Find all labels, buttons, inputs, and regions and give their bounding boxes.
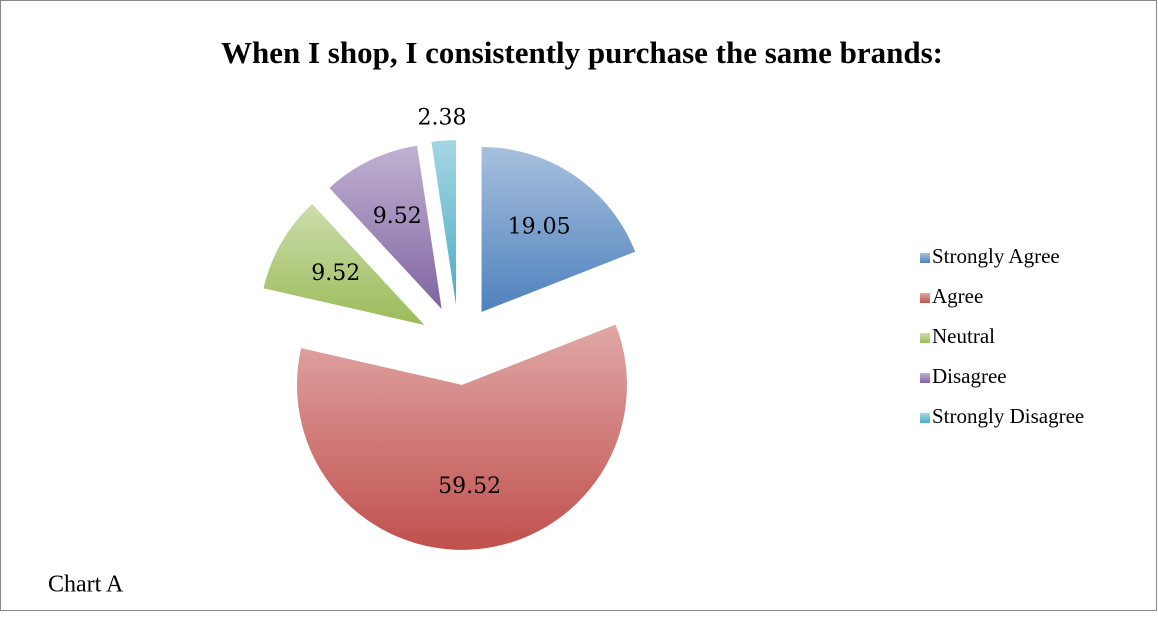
- data-label: 19.05: [508, 214, 571, 239]
- pie-slice: [263, 204, 425, 325]
- legend-label: Disagree: [932, 364, 1007, 388]
- chart-title: When I shop, I consistently purchase the…: [221, 35, 943, 70]
- legend-label: Strongly Agree: [932, 244, 1060, 268]
- data-label: 2.38: [418, 106, 467, 131]
- pie-slice: [296, 324, 627, 550]
- pie-slice: [431, 140, 457, 306]
- legend-label: Agree: [932, 284, 983, 308]
- legend-swatch: [920, 373, 930, 383]
- legend-label: Neutral: [932, 324, 995, 348]
- legend-swatch: [920, 333, 930, 343]
- pie-slice: [329, 145, 442, 309]
- annotation: Chart A: [48, 572, 124, 598]
- legend-swatch: [920, 293, 930, 303]
- pie-slice: [481, 146, 636, 312]
- data-label: 9.52: [373, 204, 422, 229]
- data-label: 59.52: [438, 474, 501, 499]
- legend-label: Strongly Disagree: [932, 404, 1084, 428]
- legend-swatch: [920, 413, 930, 423]
- legend-swatch: [920, 253, 930, 263]
- data-label: 9.52: [311, 261, 360, 286]
